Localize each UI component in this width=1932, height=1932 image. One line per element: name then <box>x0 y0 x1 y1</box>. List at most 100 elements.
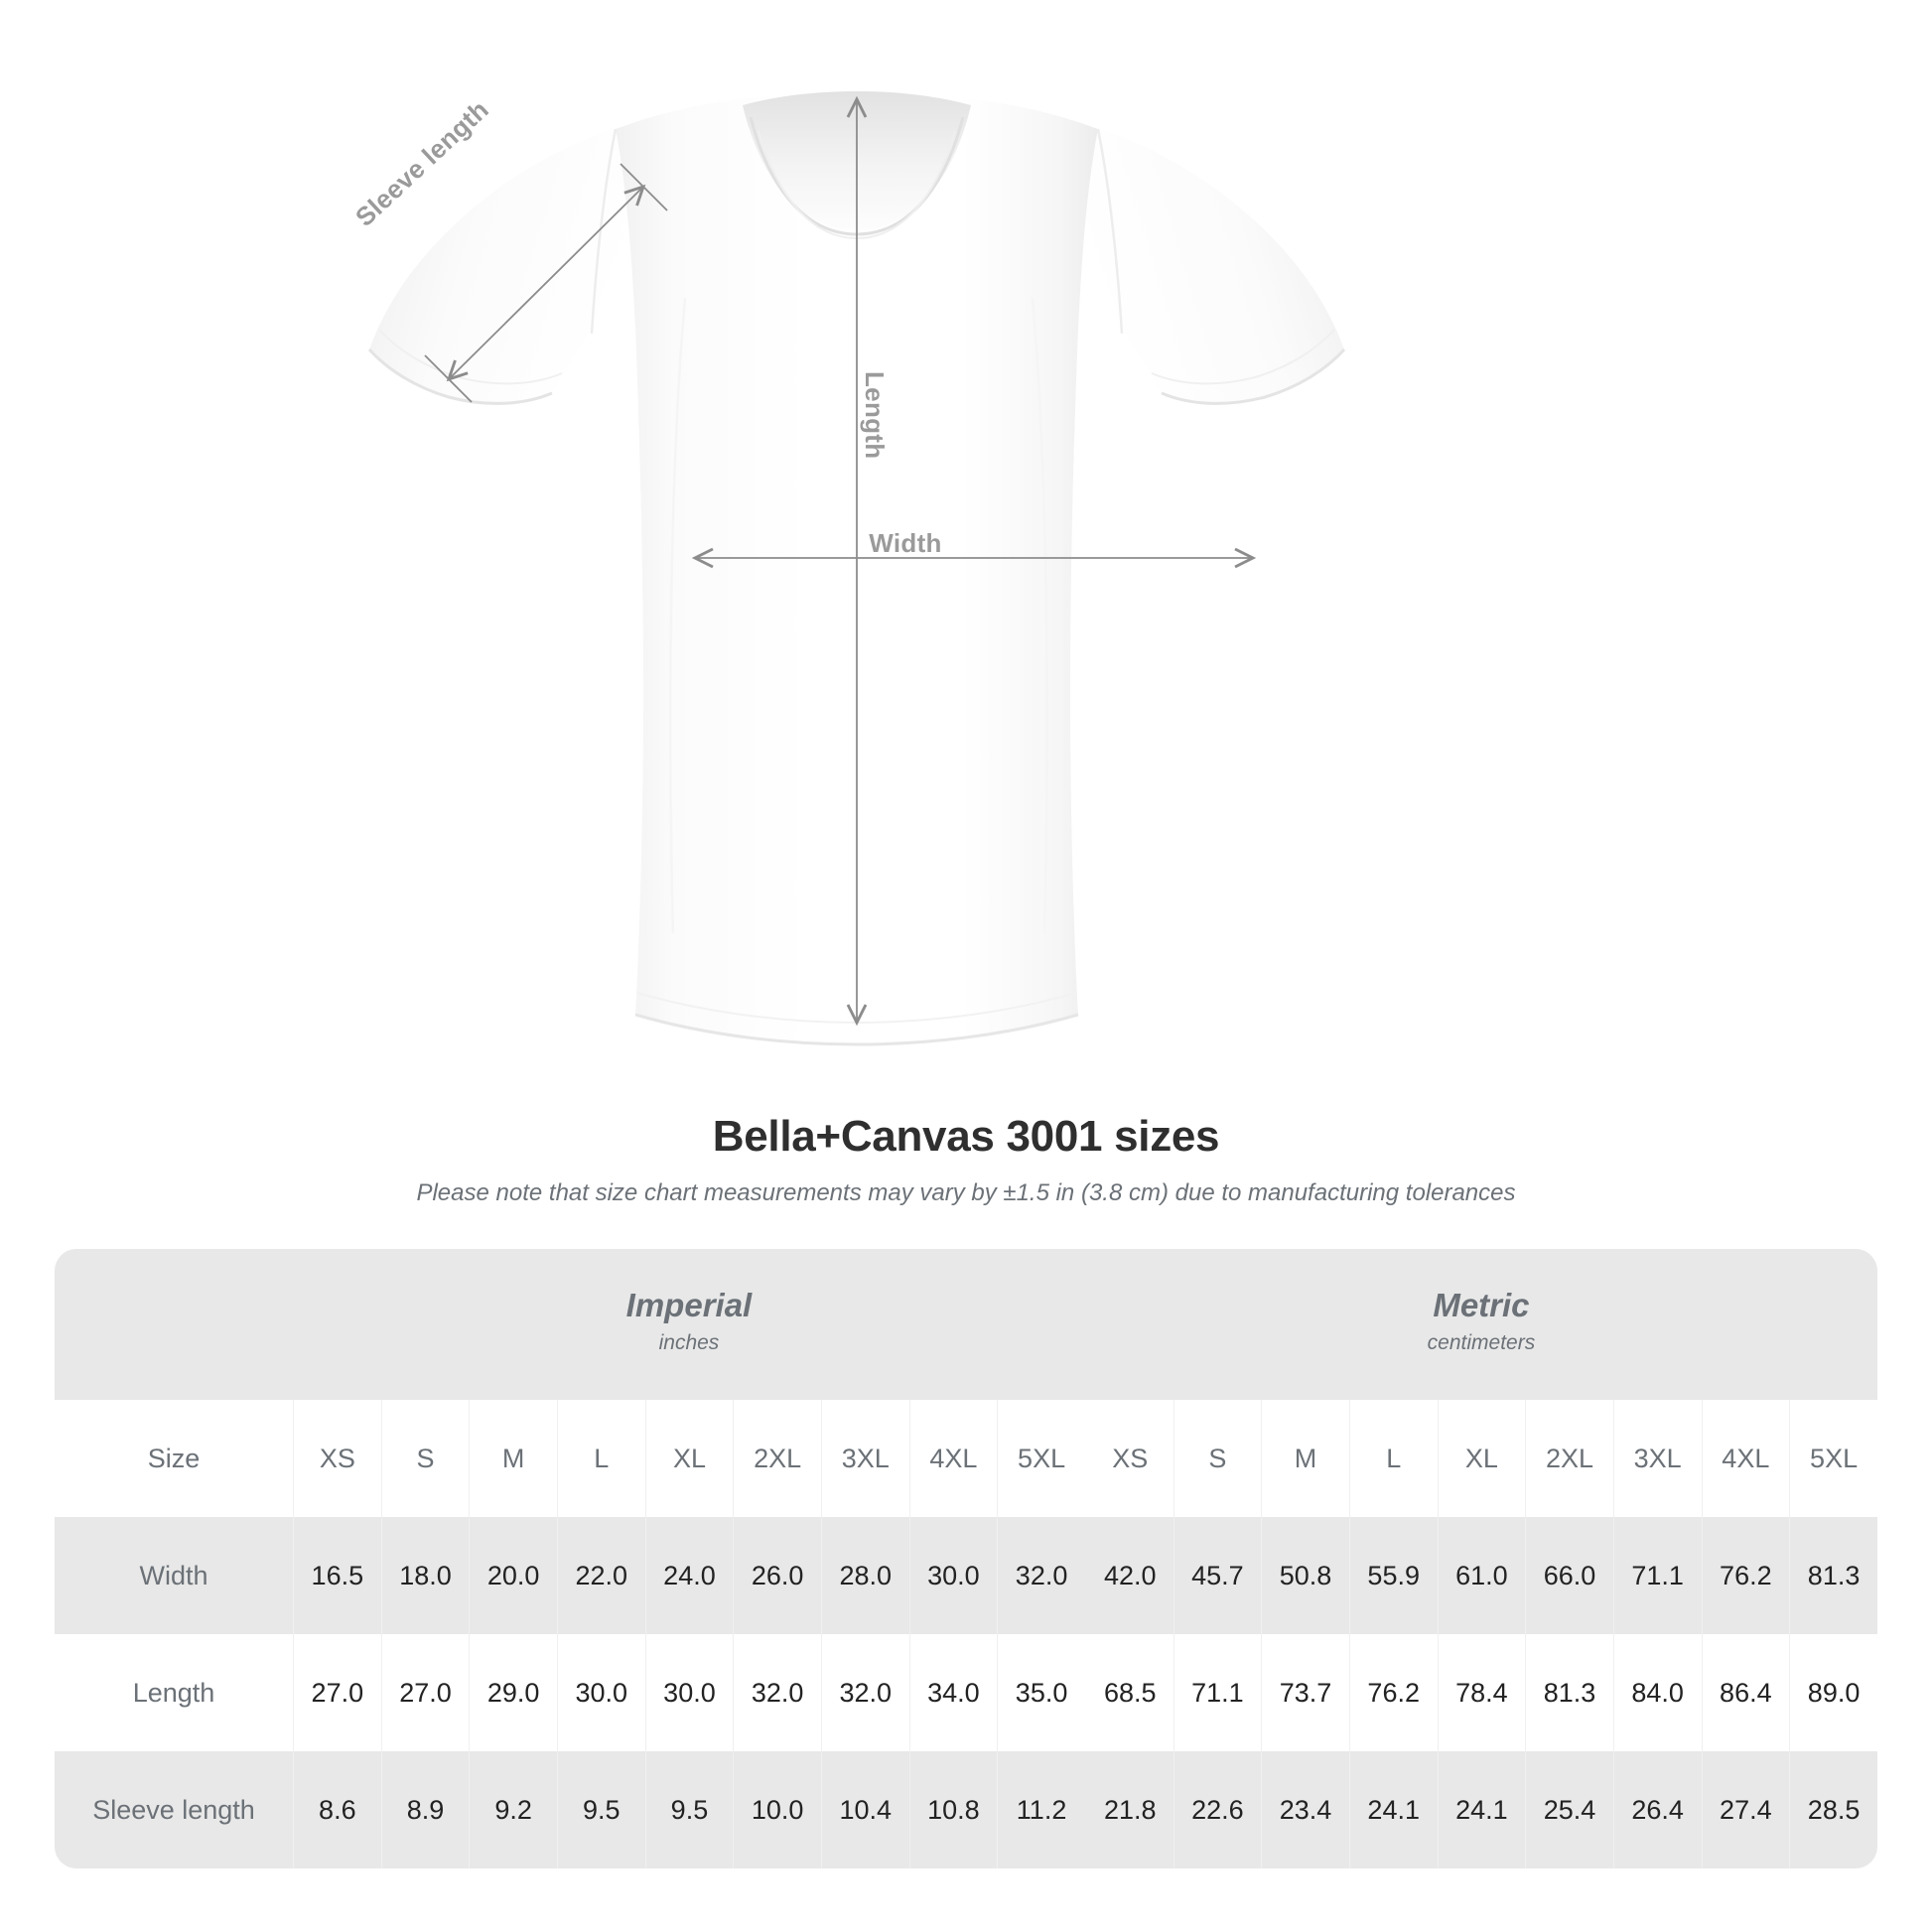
cell-imperial-4XL: 30.0 <box>908 1517 998 1634</box>
cell-imperial-5XL: 11.2 <box>997 1751 1085 1868</box>
cell-metric-S: 22.6 <box>1173 1751 1262 1868</box>
page-subtitle: Please note that size chart measurements… <box>416 1179 1516 1206</box>
size-header-imperial-4XL: 4XL <box>908 1400 998 1517</box>
fold-right <box>1031 297 1048 934</box>
size-header-imperial-S: S <box>380 1400 470 1517</box>
cell-imperial-XL: 24.0 <box>644 1517 734 1634</box>
size-header-imperial-M: M <box>469 1400 557 1517</box>
cell-metric-XL: 61.0 <box>1437 1517 1526 1634</box>
sleeve-tick-top <box>620 163 668 211</box>
row-label-length: Length <box>55 1634 293 1751</box>
cell-metric-4XL: 76.2 <box>1701 1517 1790 1634</box>
size-header-metric-L: L <box>1348 1400 1438 1517</box>
cell-imperial-5XL: 32.0 <box>997 1517 1085 1634</box>
cell-imperial-S: 27.0 <box>380 1634 470 1751</box>
banner-spacer <box>55 1249 293 1400</box>
tshirt-diagram: Sleeve length Length Width <box>349 91 1346 1046</box>
cell-imperial-2XL: 32.0 <box>733 1634 821 1751</box>
width-label: Width <box>869 528 942 558</box>
cell-imperial-L: 30.0 <box>556 1634 645 1751</box>
size-header-metric-2XL: 2XL <box>1525 1400 1613 1517</box>
table-row: Length 27.0 27.0 29.0 30.0 30.0 32.0 32.0 34.0 35… <box>55 1634 1877 1751</box>
size-header-metric-4XL: 4XL <box>1701 1400 1790 1517</box>
page-title: Bella+Canvas 3001 sizes <box>712 1112 1220 1161</box>
cell-metric-M: 23.4 <box>1261 1751 1349 1868</box>
row-label-sleeve-length: Sleeve length <box>55 1751 293 1868</box>
table-row: Sleeve length 8.6 8.9 9.2 9.5 9.5 10.0 10.4 10.8… <box>55 1751 1877 1868</box>
size-header-metric-5XL: 5XL <box>1789 1400 1877 1517</box>
unit-title-metric: Metric <box>1433 1287 1530 1324</box>
cell-metric-L: 24.1 <box>1348 1751 1438 1868</box>
cell-metric-XS: 68.5 <box>1084 1634 1173 1751</box>
cell-metric-S: 45.7 <box>1173 1517 1262 1634</box>
cell-metric-M: 50.8 <box>1261 1517 1349 1634</box>
cell-imperial-L: 22.0 <box>556 1517 645 1634</box>
size-header-imperial-5XL: 5XL <box>997 1400 1085 1517</box>
cell-imperial-XS: 16.5 <box>293 1517 381 1634</box>
cell-imperial-S: 8.9 <box>380 1751 470 1868</box>
cell-metric-2XL: 25.4 <box>1525 1751 1613 1868</box>
cell-metric-5XL: 89.0 <box>1789 1634 1877 1751</box>
cell-metric-L: 76.2 <box>1348 1634 1438 1751</box>
cell-metric-2XL: 66.0 <box>1525 1517 1613 1634</box>
cell-metric-XS: 42.0 <box>1084 1517 1173 1634</box>
left-cuff <box>367 347 553 405</box>
size-header-metric-XL: XL <box>1437 1400 1526 1517</box>
size-header-imperial-XL: XL <box>644 1400 734 1517</box>
cell-metric-L: 55.9 <box>1348 1517 1438 1634</box>
cell-metric-XL: 78.4 <box>1437 1634 1526 1751</box>
table-row: Width 16.5 18.0 20.0 22.0 24.0 26.0 28.0 30.0 32.… <box>55 1517 1877 1634</box>
length-label: Length <box>860 371 890 460</box>
cell-imperial-XS: 27.0 <box>293 1634 381 1751</box>
sleeve-tick-bottom <box>424 354 473 403</box>
right-armhole-seam <box>1096 128 1124 335</box>
size-header-metric-XS: XS <box>1084 1400 1173 1517</box>
cell-metric-M: 73.7 <box>1261 1634 1349 1751</box>
cell-imperial-3XL: 10.4 <box>820 1751 909 1868</box>
row-header-label: Size <box>55 1400 293 1517</box>
right-sleeve <box>1070 129 1344 404</box>
cell-imperial-M: 29.0 <box>469 1634 557 1751</box>
unit-subtitle-metric: centimeters <box>1427 1331 1536 1355</box>
fold-left <box>669 297 687 934</box>
size-header-metric-3XL: 3XL <box>1612 1400 1702 1517</box>
title-block: Bella+Canvas 3001 sizes Please note that… <box>0 1112 1932 1207</box>
cell-imperial-3XL: 32.0 <box>820 1634 909 1751</box>
cell-imperial-4XL: 10.8 <box>908 1751 998 1868</box>
cell-metric-3XL: 26.4 <box>1612 1751 1702 1868</box>
size-header-imperial-3XL: 3XL <box>820 1400 909 1517</box>
unit-title-imperial: Imperial <box>625 1287 753 1324</box>
cell-imperial-XS: 8.6 <box>293 1751 381 1868</box>
cell-imperial-S: 18.0 <box>380 1517 470 1634</box>
cell-imperial-3XL: 28.0 <box>820 1517 909 1634</box>
cell-metric-5XL: 28.5 <box>1789 1751 1877 1868</box>
cell-metric-XL: 24.1 <box>1437 1751 1526 1868</box>
size-header-metric-M: M <box>1261 1400 1349 1517</box>
row-label-width: Width <box>55 1517 293 1634</box>
hem-line <box>634 1013 1079 1046</box>
right-cuff <box>1161 347 1346 405</box>
cell-metric-2XL: 81.3 <box>1525 1634 1613 1751</box>
unit-subtitle-imperial: inches <box>658 1331 720 1355</box>
size-header-imperial-L: L <box>556 1400 645 1517</box>
cell-imperial-XL: 30.0 <box>644 1634 734 1751</box>
cell-metric-XS: 21.8 <box>1084 1751 1173 1868</box>
cell-imperial-L: 9.5 <box>556 1751 645 1868</box>
cell-imperial-2XL: 10.0 <box>733 1751 821 1868</box>
cell-imperial-M: 9.2 <box>469 1751 557 1868</box>
cell-metric-4XL: 27.4 <box>1701 1751 1790 1868</box>
cell-metric-5XL: 81.3 <box>1789 1517 1877 1634</box>
sleeve-length-arrow <box>446 184 646 382</box>
cell-metric-3XL: 71.1 <box>1612 1517 1702 1634</box>
size-chart-table-wrap: Imperial inches Metric centimeters Size XS S M L… <box>55 1249 1877 1868</box>
cell-metric-3XL: 84.0 <box>1612 1634 1702 1751</box>
size-header-imperial-XS: XS <box>293 1400 381 1517</box>
cell-imperial-XL: 9.5 <box>644 1751 734 1868</box>
unit-banner-metric: Metric centimeters <box>1084 1249 1877 1400</box>
measurement-arrows <box>424 95 1257 1027</box>
cell-metric-4XL: 86.4 <box>1701 1634 1790 1751</box>
cell-imperial-5XL: 35.0 <box>997 1634 1085 1751</box>
cell-imperial-M: 20.0 <box>469 1517 557 1634</box>
size-chart-table: Imperial inches Metric centimeters Size XS S M L… <box>55 1249 1877 1868</box>
cell-metric-S: 71.1 <box>1173 1634 1262 1751</box>
